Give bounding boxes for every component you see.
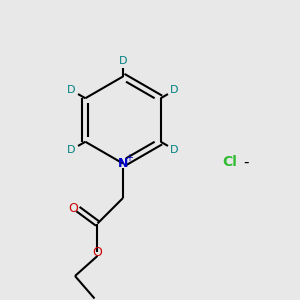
Text: D: D — [170, 85, 179, 95]
Text: O: O — [68, 202, 78, 215]
Text: O: O — [93, 245, 102, 259]
Text: Cl: Cl — [222, 155, 237, 169]
Text: D: D — [170, 145, 179, 155]
Text: D: D — [67, 145, 76, 155]
Text: D: D — [67, 85, 76, 95]
Text: +: + — [125, 153, 133, 163]
Text: N: N — [118, 157, 128, 170]
Text: -: - — [243, 154, 249, 169]
Text: D: D — [119, 56, 127, 66]
